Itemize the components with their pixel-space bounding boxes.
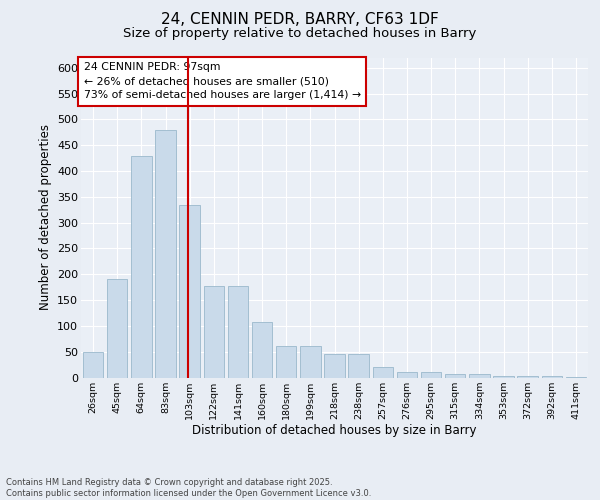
Text: 24, CENNIN PEDR, BARRY, CF63 1DF: 24, CENNIN PEDR, BARRY, CF63 1DF (161, 12, 439, 28)
Bar (83, 352, 103, 378)
Bar (469, 374, 490, 378)
Bar (203, 286, 224, 378)
Y-axis label: Number of detached properties: Number of detached properties (38, 124, 52, 310)
Bar (276, 346, 296, 378)
Text: 24 CENNIN PEDR: 97sqm
← 26% of detached houses are smaller (510)
73% of semi-det: 24 CENNIN PEDR: 97sqm ← 26% of detached … (83, 62, 361, 100)
Text: Contains HM Land Registry data © Crown copyright and database right 2025.
Contai: Contains HM Land Registry data © Crown c… (6, 478, 371, 498)
Bar (107, 280, 127, 378)
Bar (566, 377, 586, 378)
Bar (421, 372, 442, 378)
Bar (155, 130, 176, 378)
Bar (179, 204, 200, 378)
Bar (252, 322, 272, 378)
Bar (349, 354, 369, 378)
X-axis label: Distribution of detached houses by size in Barry: Distribution of detached houses by size … (192, 424, 477, 438)
Bar (397, 372, 417, 378)
Bar (493, 376, 514, 378)
Bar (373, 367, 393, 378)
Bar (517, 376, 538, 378)
Bar (131, 156, 152, 378)
Bar (542, 376, 562, 378)
Text: Size of property relative to detached houses in Barry: Size of property relative to detached ho… (124, 28, 476, 40)
Bar (300, 346, 320, 378)
Bar (445, 374, 466, 378)
Bar (324, 354, 345, 378)
Bar (227, 286, 248, 378)
